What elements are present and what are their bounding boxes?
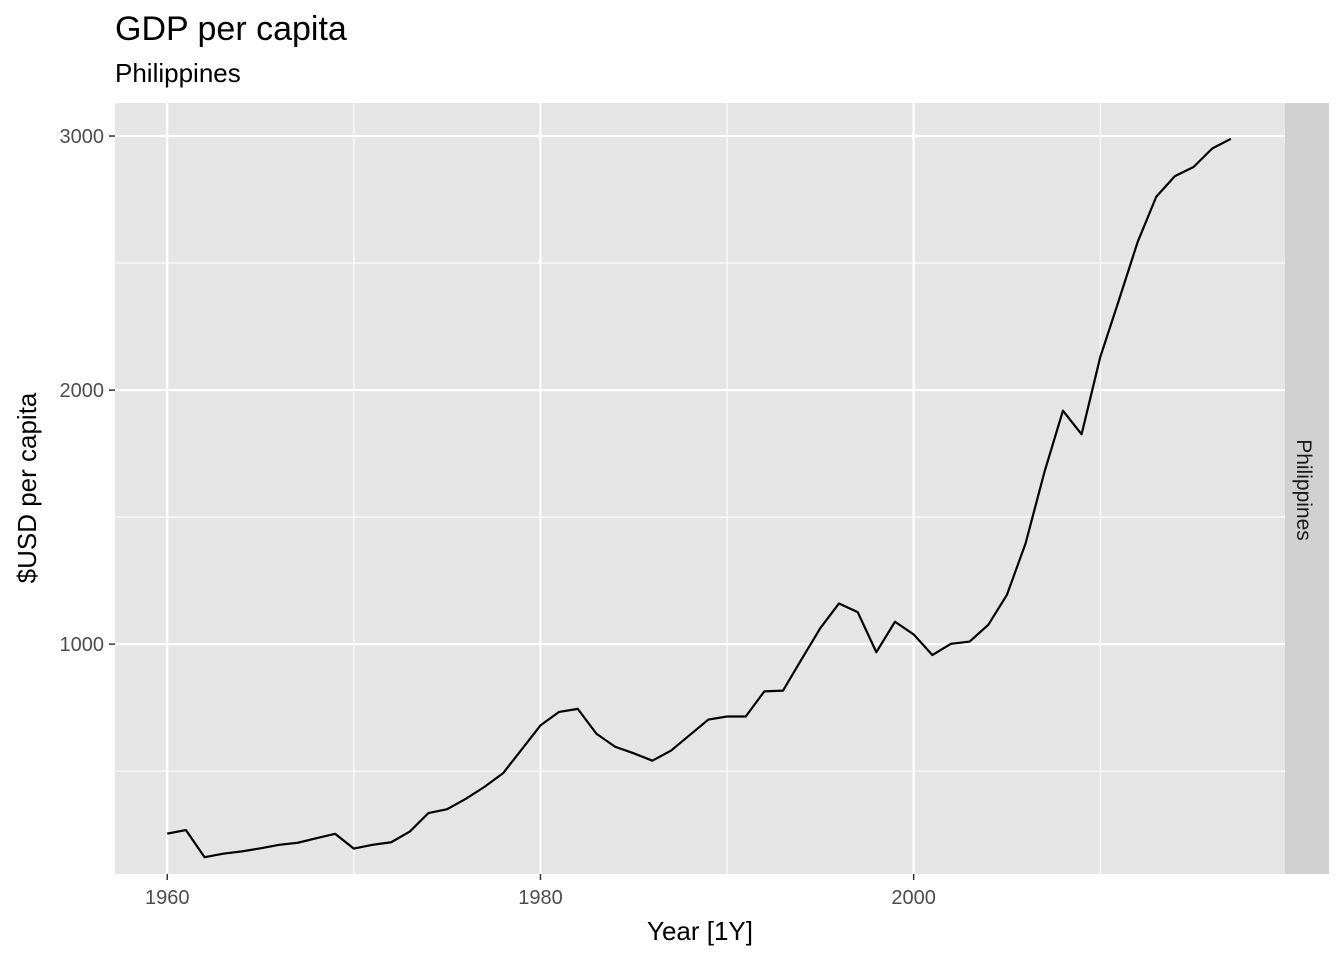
chart-subtitle: Philippines: [115, 58, 241, 88]
y-tick-label: 2000: [60, 380, 105, 402]
x-axis: 1960 1980 2000: [145, 874, 936, 909]
y-tick-label: 3000: [60, 126, 105, 148]
x-tick-label: 2000: [891, 887, 936, 909]
y-axis-title: $USD per capita: [12, 392, 42, 583]
major-gridlines: [115, 103, 1285, 874]
facet-strip: [1285, 103, 1329, 874]
y-tick-label: 1000: [60, 634, 105, 656]
gdp-series-line: [167, 137, 1232, 859]
y-axis: 1000 2000 3000: [60, 126, 115, 656]
minor-gridlines: [115, 103, 1285, 874]
plot-panel: [115, 103, 1285, 874]
x-axis-title: Year [1Y]: [647, 916, 753, 946]
facet-strip-label: Philippines: [1292, 439, 1315, 541]
x-tick-label: 1960: [145, 887, 190, 909]
x-tick-label: 1980: [518, 887, 563, 909]
chart-title: GDP per capita: [115, 10, 347, 48]
